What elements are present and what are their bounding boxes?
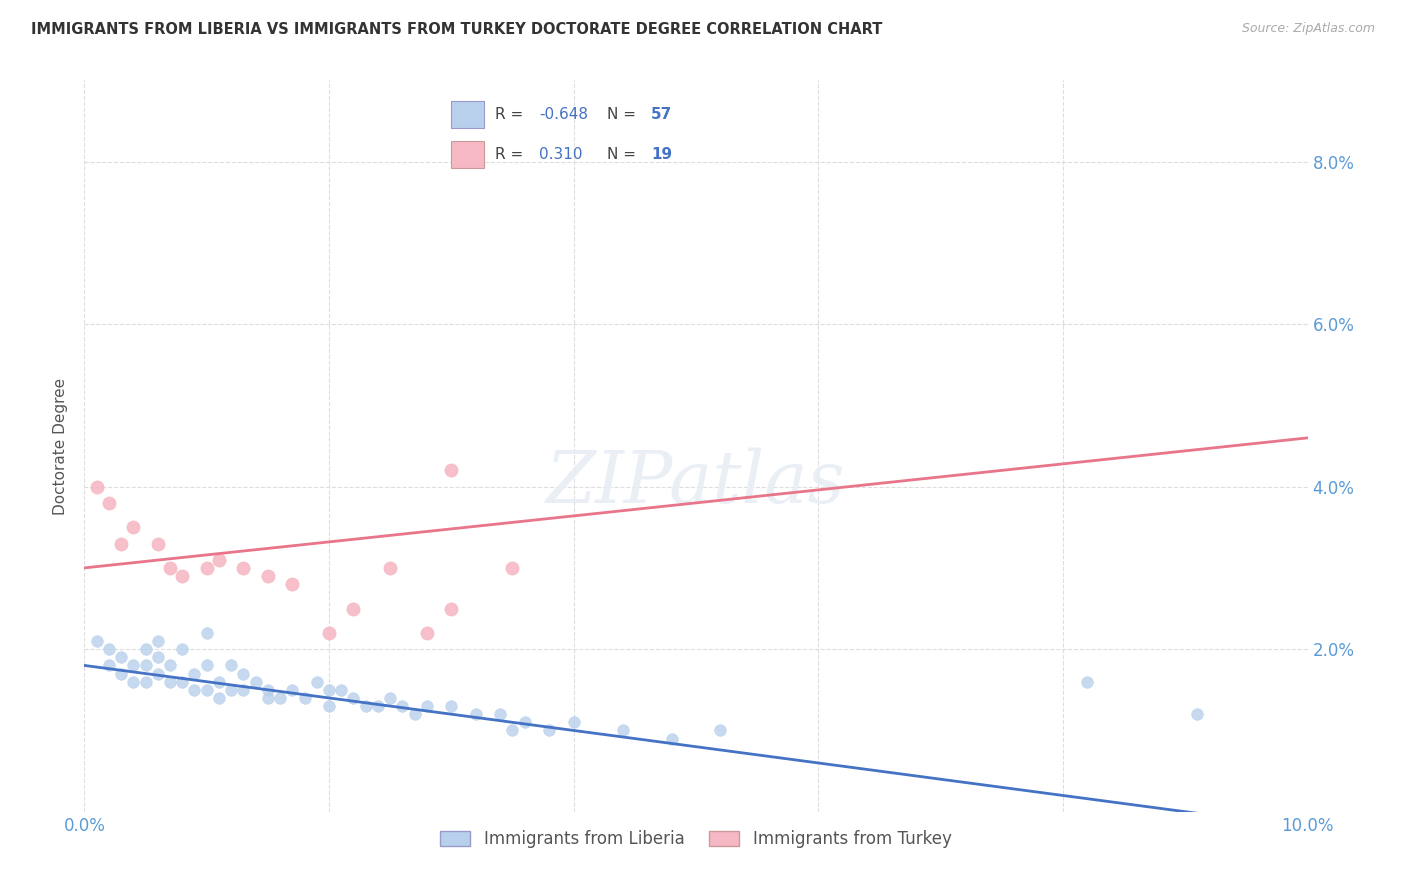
Point bbox=[195, 682, 218, 697]
Point bbox=[380, 690, 402, 705]
Point bbox=[489, 707, 512, 722]
Point bbox=[159, 561, 181, 575]
Point bbox=[709, 723, 731, 738]
Y-axis label: Doctorate Degree: Doctorate Degree bbox=[53, 377, 69, 515]
Point bbox=[281, 577, 304, 591]
Point bbox=[502, 561, 524, 575]
Point bbox=[172, 569, 194, 583]
Point bbox=[183, 666, 205, 681]
Text: ZIPatlas: ZIPatlas bbox=[546, 447, 846, 518]
Text: N =: N = bbox=[607, 107, 641, 121]
Point bbox=[208, 553, 231, 567]
Point bbox=[464, 707, 486, 722]
Point bbox=[86, 634, 108, 648]
Point bbox=[342, 601, 364, 615]
Text: 0.310: 0.310 bbox=[538, 147, 582, 161]
Text: IMMIGRANTS FROM LIBERIA VS IMMIGRANTS FROM TURKEY DOCTORATE DEGREE CORRELATION C: IMMIGRANTS FROM LIBERIA VS IMMIGRANTS FR… bbox=[31, 22, 883, 37]
Point bbox=[122, 674, 145, 689]
Point bbox=[318, 699, 340, 714]
Point bbox=[146, 650, 169, 665]
Point bbox=[391, 699, 413, 714]
Point bbox=[146, 634, 169, 648]
Point bbox=[195, 658, 218, 673]
Point bbox=[97, 658, 120, 673]
Point bbox=[562, 715, 585, 730]
Text: 19: 19 bbox=[651, 147, 672, 161]
Point bbox=[404, 707, 426, 722]
Point bbox=[269, 690, 291, 705]
Point bbox=[97, 496, 120, 510]
Point bbox=[416, 626, 439, 640]
Text: N =: N = bbox=[607, 147, 641, 161]
Point bbox=[97, 642, 120, 657]
Point bbox=[219, 682, 242, 697]
Point bbox=[318, 626, 340, 640]
Point bbox=[367, 699, 389, 714]
Point bbox=[110, 650, 132, 665]
Point bbox=[318, 682, 340, 697]
Point bbox=[502, 723, 524, 738]
Point bbox=[257, 690, 280, 705]
Point bbox=[208, 690, 231, 705]
Point bbox=[208, 674, 231, 689]
Point bbox=[135, 658, 157, 673]
Point bbox=[135, 674, 157, 689]
Point bbox=[257, 682, 280, 697]
Point bbox=[122, 520, 145, 534]
Text: 57: 57 bbox=[651, 107, 672, 121]
Text: R =: R = bbox=[495, 147, 529, 161]
Point bbox=[195, 626, 218, 640]
Bar bbox=[451, 141, 484, 168]
Point bbox=[232, 561, 254, 575]
Point bbox=[440, 601, 463, 615]
Point bbox=[354, 699, 377, 714]
Point bbox=[1076, 674, 1098, 689]
Bar bbox=[451, 101, 484, 128]
Point bbox=[183, 682, 205, 697]
Point bbox=[146, 536, 169, 550]
Point bbox=[294, 690, 316, 705]
Point bbox=[232, 666, 254, 681]
Point bbox=[305, 674, 328, 689]
Point bbox=[342, 690, 364, 705]
Point bbox=[416, 699, 439, 714]
Text: R =: R = bbox=[495, 107, 529, 121]
Point bbox=[159, 674, 181, 689]
Point bbox=[281, 682, 304, 697]
Point bbox=[232, 682, 254, 697]
Point bbox=[1187, 707, 1209, 722]
Point bbox=[195, 561, 218, 575]
Point bbox=[257, 569, 280, 583]
Point bbox=[513, 715, 536, 730]
Point bbox=[330, 682, 353, 697]
Text: -0.648: -0.648 bbox=[538, 107, 588, 121]
Point bbox=[110, 536, 132, 550]
Point bbox=[172, 674, 194, 689]
Point bbox=[538, 723, 561, 738]
Point bbox=[380, 561, 402, 575]
Point bbox=[440, 699, 463, 714]
Point bbox=[612, 723, 634, 738]
Point bbox=[245, 674, 267, 689]
Point bbox=[172, 642, 194, 657]
Point bbox=[440, 463, 463, 477]
Point bbox=[661, 731, 683, 746]
Point bbox=[146, 666, 169, 681]
Point bbox=[86, 480, 108, 494]
Point bbox=[110, 666, 132, 681]
Legend: Immigrants from Liberia, Immigrants from Turkey: Immigrants from Liberia, Immigrants from… bbox=[433, 823, 959, 855]
Point bbox=[122, 658, 145, 673]
Text: Source: ZipAtlas.com: Source: ZipAtlas.com bbox=[1241, 22, 1375, 36]
Point bbox=[159, 658, 181, 673]
Point bbox=[135, 642, 157, 657]
Point bbox=[219, 658, 242, 673]
